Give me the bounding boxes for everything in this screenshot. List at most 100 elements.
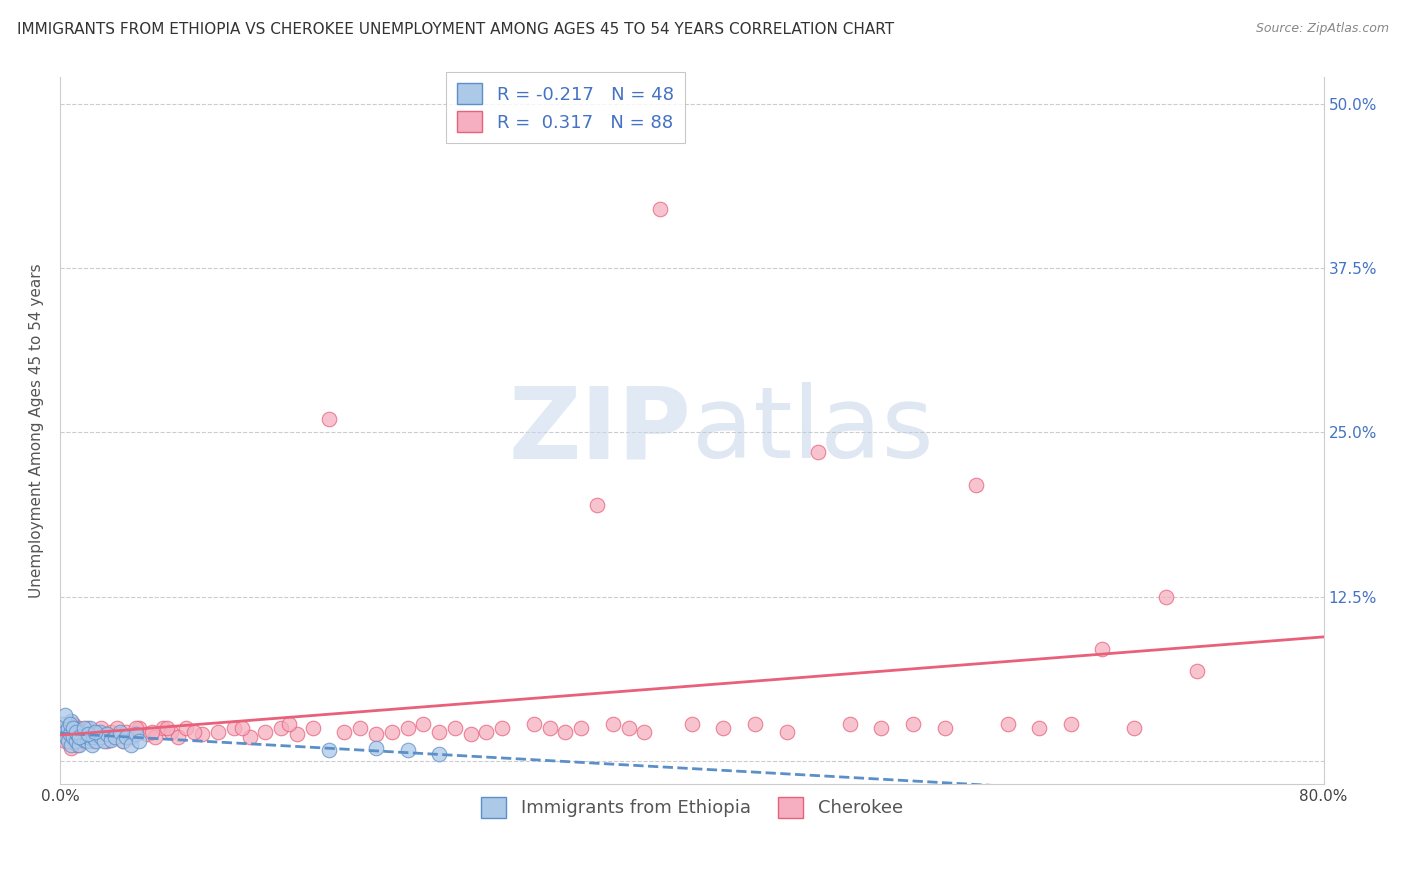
Point xyxy=(538,721,561,735)
Point xyxy=(396,721,419,735)
Point xyxy=(56,734,79,748)
Point xyxy=(135,727,157,741)
Point xyxy=(77,730,100,744)
Point xyxy=(75,727,97,741)
Point xyxy=(870,721,893,735)
Point xyxy=(53,707,76,722)
Point xyxy=(103,730,125,744)
Point xyxy=(60,738,83,752)
Point xyxy=(176,721,198,735)
Point xyxy=(73,732,96,747)
Point xyxy=(55,721,77,735)
Point xyxy=(650,202,672,216)
Point xyxy=(444,721,467,735)
Point xyxy=(491,721,513,735)
Point xyxy=(82,730,104,744)
Point xyxy=(112,734,135,748)
Point xyxy=(55,730,77,744)
Point xyxy=(87,730,110,744)
Point xyxy=(93,727,115,741)
Point xyxy=(90,730,112,744)
Point xyxy=(100,732,122,747)
Point xyxy=(73,721,96,735)
Point xyxy=(364,740,387,755)
Point xyxy=(222,721,245,735)
Point xyxy=(183,724,205,739)
Point xyxy=(108,724,131,739)
Point xyxy=(997,717,1019,731)
Point xyxy=(69,730,91,744)
Point xyxy=(143,730,166,744)
Point xyxy=(554,724,576,739)
Point xyxy=(1060,717,1083,731)
Point xyxy=(67,738,90,752)
Point xyxy=(86,734,108,748)
Point xyxy=(108,727,131,741)
Point xyxy=(207,724,229,739)
Point xyxy=(105,721,128,735)
Point xyxy=(349,721,371,735)
Point xyxy=(318,743,340,757)
Point xyxy=(70,724,93,739)
Point xyxy=(58,727,80,741)
Point xyxy=(60,740,83,755)
Point xyxy=(65,727,87,741)
Point xyxy=(364,727,387,741)
Point xyxy=(56,721,79,735)
Text: IMMIGRANTS FROM ETHIOPIA VS CHEROKEE UNEMPLOYMENT AMONG AGES 45 TO 54 YEARS CORR: IMMIGRANTS FROM ETHIOPIA VS CHEROKEE UNE… xyxy=(17,22,894,37)
Point xyxy=(90,721,112,735)
Point xyxy=(586,498,609,512)
Point xyxy=(460,727,482,741)
Point xyxy=(1154,590,1177,604)
Point xyxy=(270,721,292,735)
Point xyxy=(167,730,190,744)
Point xyxy=(125,721,148,735)
Point xyxy=(58,724,80,739)
Point xyxy=(602,717,624,731)
Point xyxy=(191,727,214,741)
Point xyxy=(1187,665,1209,679)
Point xyxy=(617,721,640,735)
Point xyxy=(412,717,434,731)
Point xyxy=(159,724,181,739)
Point xyxy=(120,730,142,744)
Point xyxy=(569,721,592,735)
Point xyxy=(69,730,91,744)
Point xyxy=(381,724,404,739)
Point xyxy=(120,738,142,752)
Point xyxy=(65,724,87,739)
Point xyxy=(80,734,103,748)
Point xyxy=(934,721,956,735)
Point xyxy=(70,724,93,739)
Point xyxy=(1091,642,1114,657)
Point xyxy=(77,727,100,741)
Point xyxy=(66,738,89,752)
Point xyxy=(1028,721,1050,735)
Point xyxy=(965,478,987,492)
Point xyxy=(427,747,450,762)
Point xyxy=(80,738,103,752)
Point xyxy=(60,714,83,729)
Point xyxy=(115,730,138,744)
Point xyxy=(52,717,75,731)
Point xyxy=(427,724,450,739)
Point xyxy=(128,721,150,735)
Point xyxy=(128,734,150,748)
Point xyxy=(115,724,138,739)
Point xyxy=(83,727,105,741)
Point xyxy=(152,721,174,735)
Point xyxy=(333,724,356,739)
Point xyxy=(66,727,89,741)
Point xyxy=(53,724,76,739)
Point xyxy=(73,734,96,748)
Point xyxy=(52,727,75,741)
Point xyxy=(93,734,115,748)
Point xyxy=(56,730,79,744)
Point xyxy=(100,724,122,739)
Point xyxy=(65,734,87,748)
Point xyxy=(633,724,655,739)
Point xyxy=(681,717,703,731)
Point xyxy=(112,734,135,748)
Point xyxy=(396,743,419,757)
Text: ZIP: ZIP xyxy=(509,383,692,479)
